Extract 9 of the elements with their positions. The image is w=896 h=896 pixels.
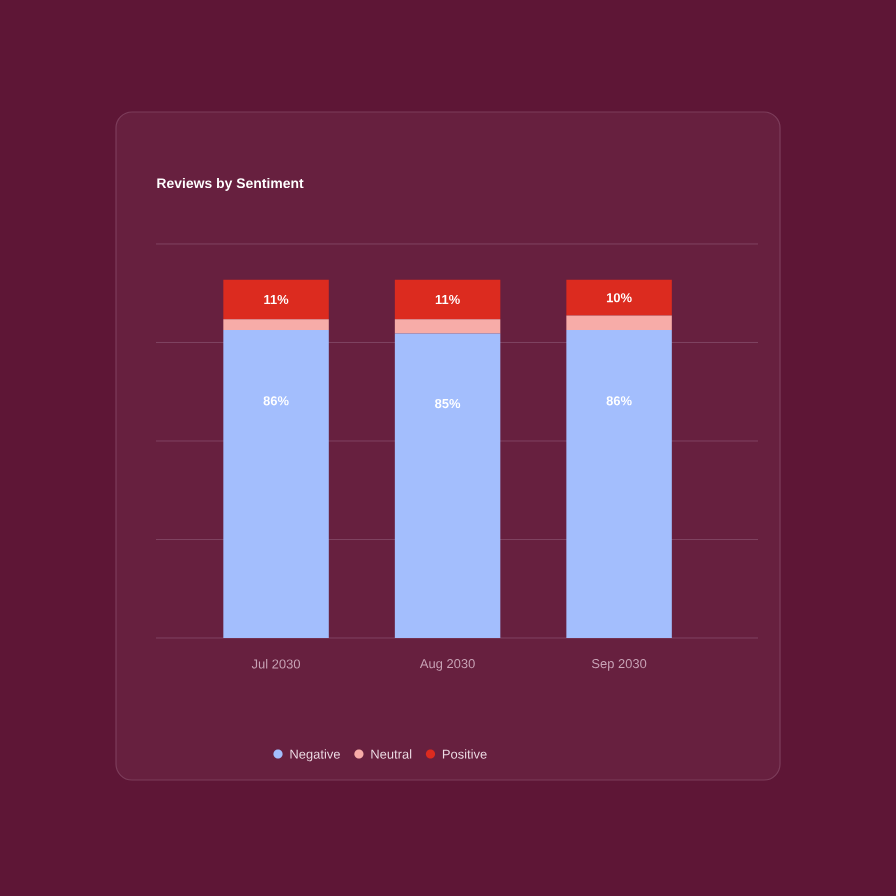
bar: [394, 279, 501, 320]
bar: [566, 329, 672, 638]
bar: [394, 319, 501, 334]
bar: [566, 315, 672, 330]
bar: [223, 279, 329, 320]
bar: [223, 329, 329, 638]
bar: [566, 279, 672, 316]
bar: [223, 319, 329, 330]
bar: [394, 333, 501, 638]
